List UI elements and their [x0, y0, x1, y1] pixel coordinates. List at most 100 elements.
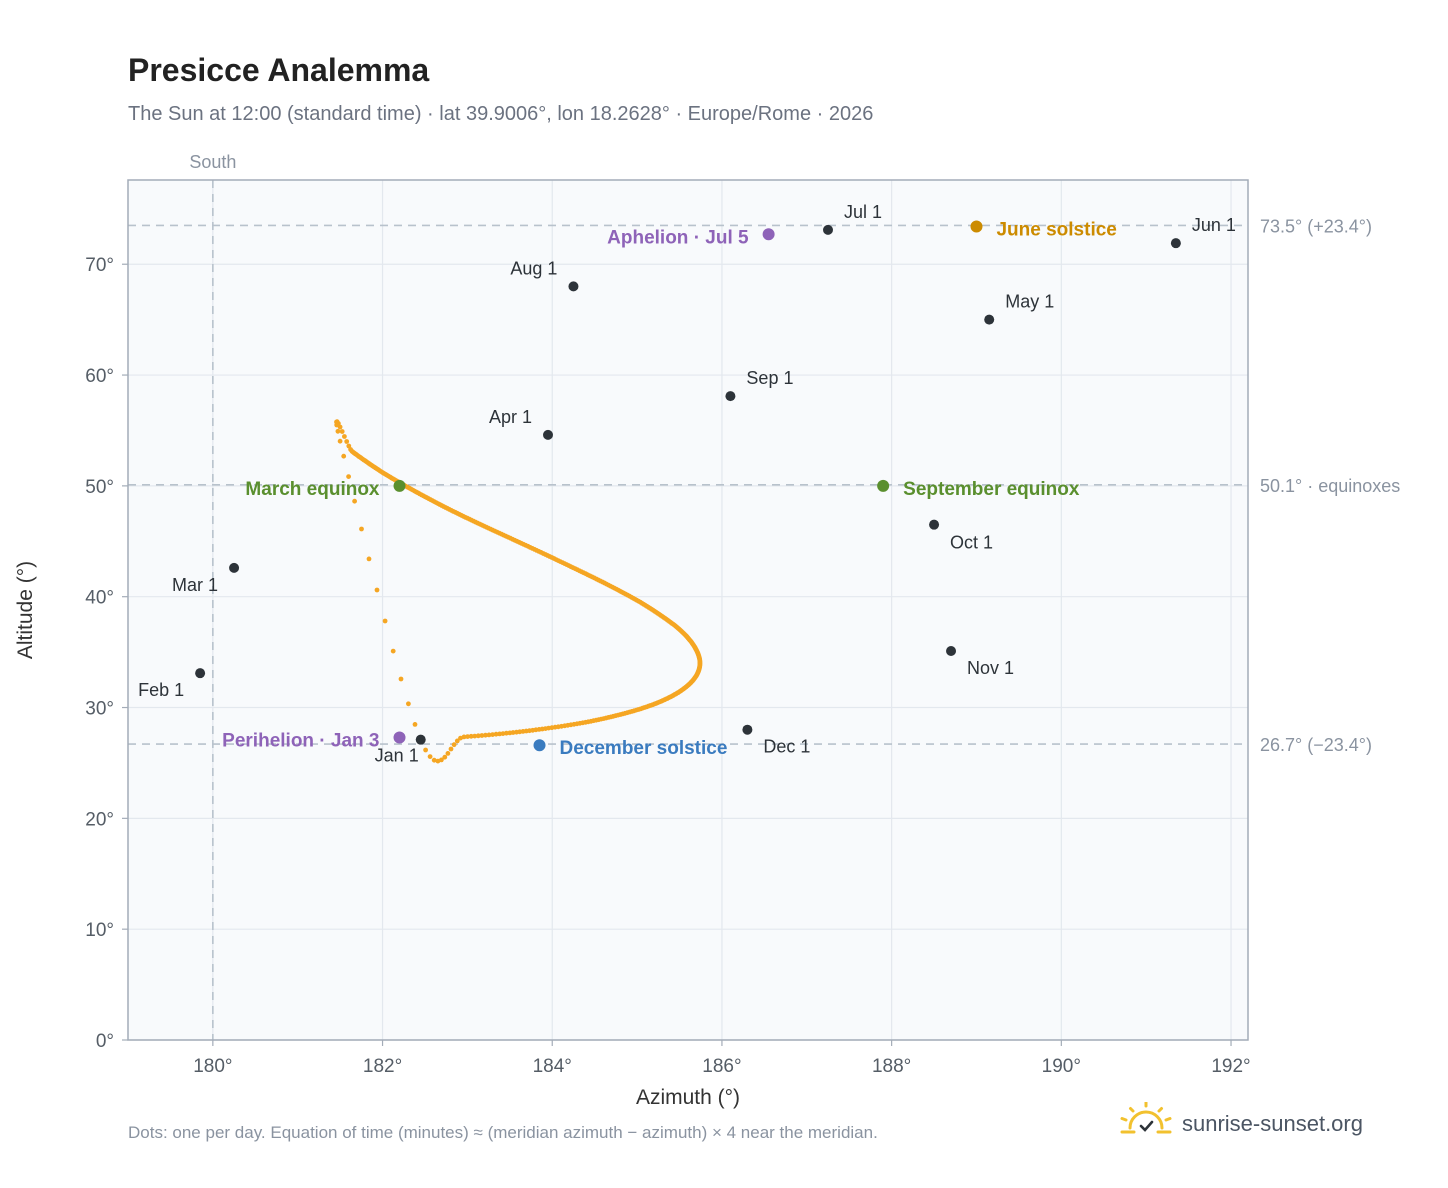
analemma-curve [334, 419, 703, 764]
event-marker-label: June solstice [996, 220, 1116, 241]
y-tick-label: 50° [85, 477, 114, 498]
daily-sun-dot [493, 731, 499, 737]
daily-sun-dot [335, 428, 341, 434]
daily-sun-dot [445, 751, 451, 756]
daily-sun-dot [454, 738, 460, 744]
brand-name: sunrise-sunset.org [1182, 1111, 1363, 1136]
daily-sun-dot [390, 648, 396, 654]
brand[interactable]: sunrise-sunset.org [1120, 1100, 1363, 1147]
daily-sun-dot [339, 429, 345, 434]
event-marker-dot [393, 479, 406, 492]
daily-sun-dot [341, 453, 347, 459]
daily-sun-dot [346, 474, 351, 479]
month-marker-dot [1170, 238, 1181, 249]
month-marker-dot [568, 281, 579, 292]
daily-sun-dot [342, 434, 347, 439]
event-marker-label: March equinox [245, 479, 380, 500]
y-axis-ticks: 0° 10° 20° 30° 40° 50° 60° 70° [85, 255, 128, 1052]
month-marker-label: Apr 1 [489, 407, 532, 427]
month-marker-dot [946, 646, 957, 657]
y-tick-label: 70° [85, 255, 114, 276]
event-marker-dot [762, 228, 775, 241]
month-marker-dot [229, 562, 240, 573]
chart-title: Presicce Analemma [128, 52, 430, 88]
daily-sun-dot [451, 742, 457, 748]
daily-sun-dot [472, 733, 478, 739]
daily-sun-dot [382, 618, 388, 624]
chart-subtitle: The Sun at 12:00 (standard time) · lat 3… [128, 103, 874, 125]
daily-sun-dot [439, 757, 444, 763]
daily-sun-dot [475, 733, 481, 739]
daily-sun-dot [468, 733, 474, 739]
daily-sun-dot [465, 734, 470, 739]
x-tick-label: 184° [533, 1056, 572, 1077]
x-tick-label: 180° [193, 1056, 232, 1077]
daily-sun-dot [442, 754, 448, 760]
month-marker-dot [929, 519, 940, 530]
month-marker-dot [823, 224, 833, 235]
x-tick-label: 182° [363, 1056, 402, 1077]
event-marker-dot [393, 731, 406, 744]
daily-sun-dot [412, 722, 418, 727]
daily-sun-dot [352, 498, 357, 504]
daily-sun-dot [486, 732, 492, 738]
daily-sun-dot [406, 701, 411, 707]
daily-sun-dot [490, 732, 495, 737]
month-marker-label: Oct 1 [950, 533, 993, 553]
month-marker-label: Dec 1 [763, 737, 810, 757]
month-marker-dot [742, 724, 753, 735]
month-marker-label: Sep 1 [746, 368, 793, 388]
plot-area [128, 180, 1248, 1040]
month-marker-dot [984, 314, 995, 325]
event-markers: March equinox September equinox June solst… [222, 220, 1117, 760]
footnote: Dots: one per day. Equation of time (min… [128, 1123, 878, 1142]
daily-sun-dot [334, 422, 340, 428]
reference-lines: 73.5° (+23.4°) 50.1° · equinoxes 26.7° (−2… [128, 152, 1400, 1040]
y-axis-label: Altitude (°) [14, 561, 37, 659]
y-tick-label: 10° [85, 920, 114, 941]
daily-sun-dot [427, 754, 433, 759]
month-markers: Jan 1 Feb 1 Mar 1 Apr 1 May 1 Jun 1 Jul 1 Aug 1… [138, 202, 1236, 766]
event-marker-label: Perihelion · Jan 3 [222, 730, 379, 751]
daily-sun-dot [344, 439, 350, 444]
event-marker-label: Aphelion · Jul 5 [607, 227, 749, 248]
event-marker-dot [533, 739, 546, 752]
daily-sun-dot [366, 556, 372, 562]
month-marker-dot [725, 391, 736, 402]
sun-logo-icon [1120, 1100, 1172, 1147]
reference-line-label: 50.1° · equinoxes [1260, 476, 1400, 496]
x-tick-label: 190° [1042, 1056, 1081, 1077]
x-axis-label: Azimuth (°) [636, 1086, 740, 1109]
y-tick-label: 30° [85, 699, 114, 720]
month-marker-label: Jun 1 [1192, 215, 1236, 235]
daily-sun-dot [479, 733, 485, 738]
daily-sun-dot [346, 443, 352, 449]
plot-frame [127, 179, 1249, 1041]
daily-sun-dot [483, 732, 488, 738]
reference-line-label: 26.7° (−23.4°) [1260, 735, 1372, 755]
month-marker-label: May 1 [1005, 292, 1054, 312]
y-tick-label: 0° [96, 1031, 114, 1052]
daily-sun-dot [423, 747, 428, 753]
x-axis-ticks: 180° 182° 184° 186° 188° 190° 192° [193, 1040, 1251, 1077]
daily-sun-dot [398, 676, 404, 682]
month-marker-label: Nov 1 [967, 658, 1014, 678]
month-marker-dot [415, 734, 426, 745]
daily-sun-dot [461, 734, 467, 740]
y-tick-label: 60° [85, 366, 114, 387]
y-tick-label: 40° [85, 588, 114, 609]
daily-sun-dot [359, 526, 364, 532]
reference-line-label: South [189, 152, 236, 172]
x-tick-label: 188° [872, 1056, 911, 1077]
month-marker-label: Mar 1 [172, 575, 218, 595]
event-marker-label: December solstice [560, 738, 728, 759]
event-marker-dot [877, 479, 890, 492]
daily-sun-dot [431, 757, 437, 763]
x-tick-label: 192° [1211, 1056, 1250, 1077]
event-marker-dot [970, 220, 983, 233]
reference-line-label: 73.5° (+23.4°) [1260, 216, 1372, 236]
month-marker-dot [543, 429, 553, 440]
y-tick-label: 20° [85, 809, 114, 830]
month-marker-label: Aug 1 [510, 258, 557, 278]
